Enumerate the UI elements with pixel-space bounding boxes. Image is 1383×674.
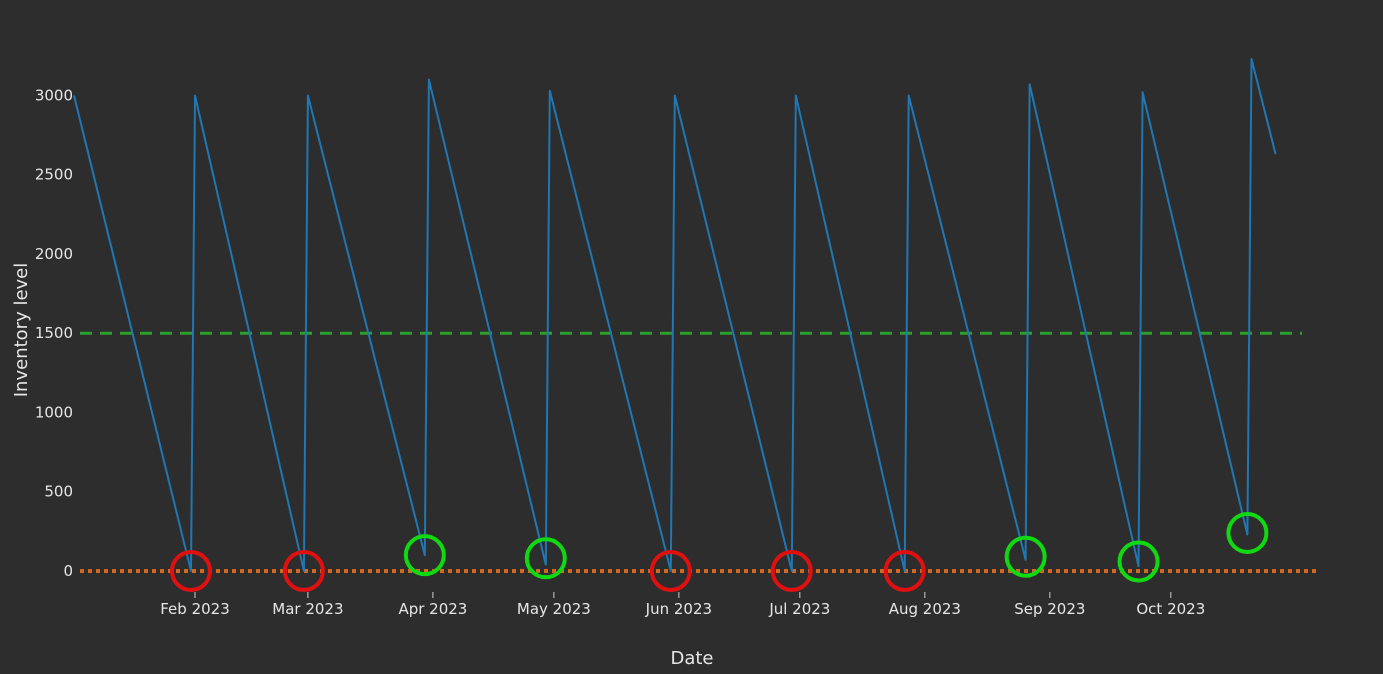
y-axis-ticks: 0 500 1000 1500 2000 2500 3000	[35, 86, 73, 580]
ok-marker	[403, 534, 446, 577]
y-tick-label: 2000	[35, 245, 73, 263]
ok-marker	[1117, 540, 1160, 583]
y-tick-label: 500	[44, 483, 73, 501]
stockout-marker	[282, 549, 325, 592]
y-tick-label: 1000	[35, 403, 73, 421]
x-tick-label: Oct 2023	[1136, 600, 1205, 618]
ok-marker	[524, 537, 567, 580]
x-tick-label: Sep 2023	[1014, 600, 1085, 618]
y-tick-label: 3000	[35, 86, 73, 104]
y-tick-label: 0	[63, 562, 73, 580]
x-tick-label: Apr 2023	[398, 600, 467, 618]
x-tick-label: Aug 2023	[889, 600, 961, 618]
stockout-marker	[169, 549, 212, 592]
x-tick-label: Mar 2023	[272, 600, 343, 618]
ok-marker	[1226, 511, 1269, 554]
reference-lines	[80, 331, 1316, 573]
x-tick-label: Jul 2023	[768, 600, 830, 618]
x-tick-label: Feb 2023	[160, 600, 230, 618]
stockout-marker	[883, 549, 926, 592]
y-tick-label: 2500	[35, 166, 73, 184]
inventory-series-line	[73, 58, 1277, 572]
x-axis-ticks: Feb 2023 Mar 2023 Apr 2023 May 2023 Jun 2023…	[160, 592, 1205, 618]
series-layer	[73, 58, 1277, 572]
x-tick-label: May 2023	[517, 600, 591, 618]
marker-layer	[169, 511, 1269, 592]
ok-marker	[1004, 535, 1047, 578]
stockout-marker	[649, 549, 692, 592]
x-tick-label: Jun 2023	[645, 600, 712, 618]
y-tick-label: 1500	[35, 324, 73, 342]
stockout-marker	[770, 549, 813, 592]
x-axis-title: Date	[670, 648, 713, 669]
y-axis-title: Inventory level	[11, 263, 32, 398]
